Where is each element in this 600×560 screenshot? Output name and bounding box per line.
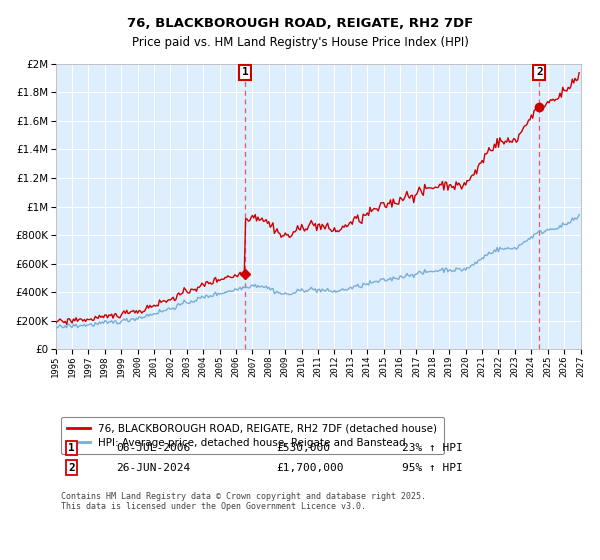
Text: 23% ↑ HPI: 23% ↑ HPI — [402, 443, 463, 452]
Text: 06-JUL-2006: 06-JUL-2006 — [116, 443, 190, 452]
Text: 95% ↑ HPI: 95% ↑ HPI — [402, 463, 463, 473]
Text: 26-JUN-2024: 26-JUN-2024 — [116, 463, 190, 473]
Text: £1,700,000: £1,700,000 — [276, 463, 344, 473]
Text: 1: 1 — [242, 67, 248, 77]
Text: Price paid vs. HM Land Registry's House Price Index (HPI): Price paid vs. HM Land Registry's House … — [131, 36, 469, 49]
Text: 2: 2 — [68, 463, 75, 473]
Text: 2: 2 — [536, 67, 543, 77]
Text: Contains HM Land Registry data © Crown copyright and database right 2025.
This d: Contains HM Land Registry data © Crown c… — [61, 492, 426, 511]
Text: 1: 1 — [68, 443, 75, 452]
Legend: 76, BLACKBOROUGH ROAD, REIGATE, RH2 7DF (detached house), HPI: Average price, de: 76, BLACKBOROUGH ROAD, REIGATE, RH2 7DF … — [61, 417, 443, 454]
Text: 76, BLACKBOROUGH ROAD, REIGATE, RH2 7DF: 76, BLACKBOROUGH ROAD, REIGATE, RH2 7DF — [127, 17, 473, 30]
Text: £530,000: £530,000 — [276, 443, 330, 452]
